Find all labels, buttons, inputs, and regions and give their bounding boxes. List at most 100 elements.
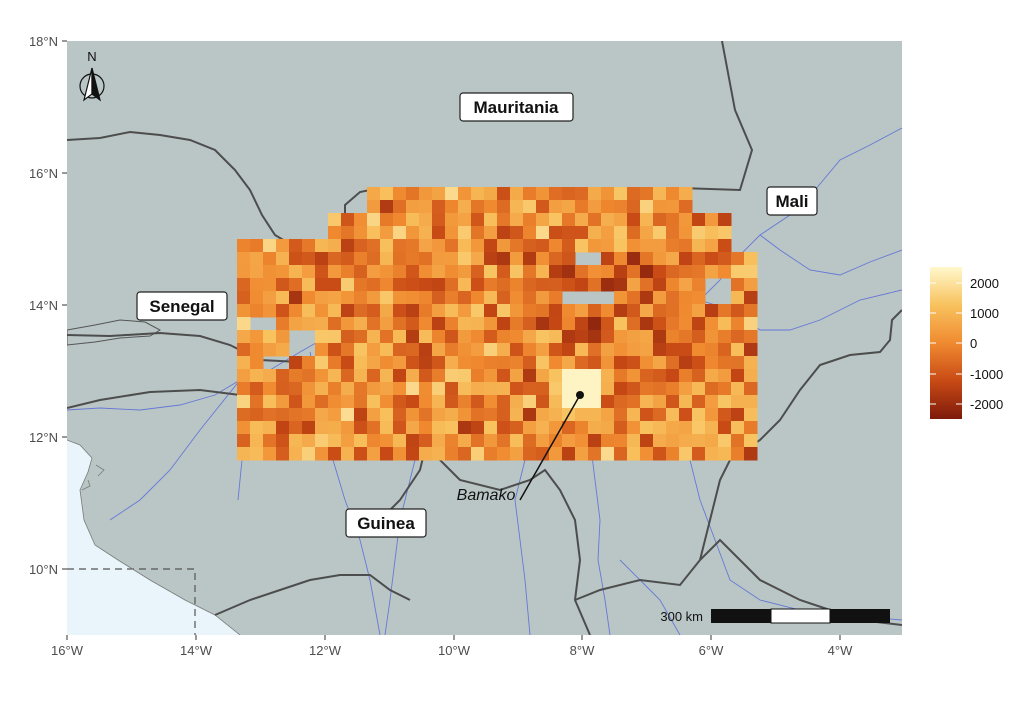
raster-cell — [276, 447, 290, 461]
raster-cell — [679, 213, 693, 227]
raster-cell — [341, 447, 355, 461]
raster-cell — [419, 382, 433, 396]
raster-cell — [497, 447, 511, 461]
raster-cell — [315, 369, 329, 383]
raster-cell — [705, 395, 719, 409]
raster-cell — [237, 382, 251, 396]
raster-cell — [523, 369, 537, 383]
raster-cell — [393, 213, 407, 227]
raster-cell — [380, 317, 394, 331]
raster-cell — [718, 252, 732, 266]
raster-cell — [315, 421, 329, 435]
raster-cell — [666, 421, 680, 435]
raster-cell — [302, 395, 316, 409]
raster-cell — [497, 200, 511, 214]
north-label: N — [87, 49, 96, 64]
raster-cell — [406, 343, 420, 357]
raster-cell — [445, 343, 459, 357]
raster-cell — [692, 447, 706, 461]
raster-cell — [393, 356, 407, 370]
raster-cell — [562, 213, 576, 227]
lat-tick-label: 14°N — [29, 298, 58, 313]
map-panel: N 300 km Mauritania Mali Senegal Guinea … — [67, 41, 902, 635]
raster-cell — [640, 200, 654, 214]
raster-cell — [731, 304, 745, 318]
raster-cell — [588, 343, 602, 357]
raster-cell — [744, 382, 758, 396]
raster-cell — [263, 434, 277, 448]
raster-cell — [354, 434, 368, 448]
raster-cell — [562, 356, 576, 370]
raster-cell — [380, 278, 394, 292]
raster-cell — [250, 291, 264, 305]
raster-cell — [718, 369, 732, 383]
raster-cell — [510, 356, 524, 370]
raster-cell — [471, 252, 485, 266]
raster-cell — [562, 226, 576, 240]
raster-cell — [289, 421, 303, 435]
raster-cell — [367, 356, 381, 370]
raster-cell — [263, 369, 277, 383]
raster-cell — [653, 434, 667, 448]
raster-cell — [666, 239, 680, 253]
raster-cell — [354, 226, 368, 240]
raster-cell — [588, 330, 602, 344]
raster-cell — [679, 278, 693, 292]
raster-cell — [484, 447, 498, 461]
raster-cell — [432, 187, 446, 201]
raster-cell — [731, 291, 745, 305]
raster-cell — [484, 278, 498, 292]
raster-cell — [315, 239, 329, 253]
raster-cell — [471, 356, 485, 370]
raster-cell — [458, 421, 472, 435]
label-box-mali — [766, 186, 818, 216]
raster-cell — [328, 421, 342, 435]
raster-cell — [510, 343, 524, 357]
raster-cell — [458, 200, 472, 214]
raster-cell — [666, 226, 680, 240]
raster-cell — [419, 434, 433, 448]
raster-cell — [302, 252, 316, 266]
legend-tick-label: 2000 — [970, 276, 999, 291]
raster-cell — [666, 447, 680, 461]
raster-cell — [679, 343, 693, 357]
raster-cell — [601, 343, 615, 357]
raster-cell — [653, 252, 667, 266]
raster-cell — [588, 278, 602, 292]
raster-cell — [354, 382, 368, 396]
raster-cell — [458, 317, 472, 331]
raster-cell — [484, 291, 498, 305]
raster-cell — [237, 447, 251, 461]
raster-cell — [640, 265, 654, 279]
raster-cell — [718, 317, 732, 331]
raster-cell — [458, 408, 472, 422]
raster-cell — [744, 252, 758, 266]
raster-cell — [536, 239, 550, 253]
raster-cell — [315, 408, 329, 422]
raster-cell — [627, 369, 641, 383]
raster-cell — [250, 304, 264, 318]
raster-cell — [328, 317, 342, 331]
raster-cell — [497, 343, 511, 357]
raster-cell — [549, 200, 563, 214]
raster-cell — [549, 408, 563, 422]
lon-tick-label: 6°W — [699, 643, 724, 658]
raster-cell — [432, 434, 446, 448]
raster-cell — [536, 226, 550, 240]
raster-cell — [289, 239, 303, 253]
raster-cell — [627, 265, 641, 279]
raster-cell — [419, 200, 433, 214]
raster-cell — [575, 226, 589, 240]
raster-cell — [432, 200, 446, 214]
label-box-senegal — [136, 291, 228, 321]
raster-cell — [536, 278, 550, 292]
raster-cell — [419, 304, 433, 318]
raster-cell — [458, 434, 472, 448]
raster-cell — [575, 369, 589, 383]
raster-cell — [640, 343, 654, 357]
raster-cell — [406, 304, 420, 318]
raster-cell — [640, 278, 654, 292]
raster-cell — [705, 343, 719, 357]
raster-cell — [250, 369, 264, 383]
raster-cell — [276, 317, 290, 331]
